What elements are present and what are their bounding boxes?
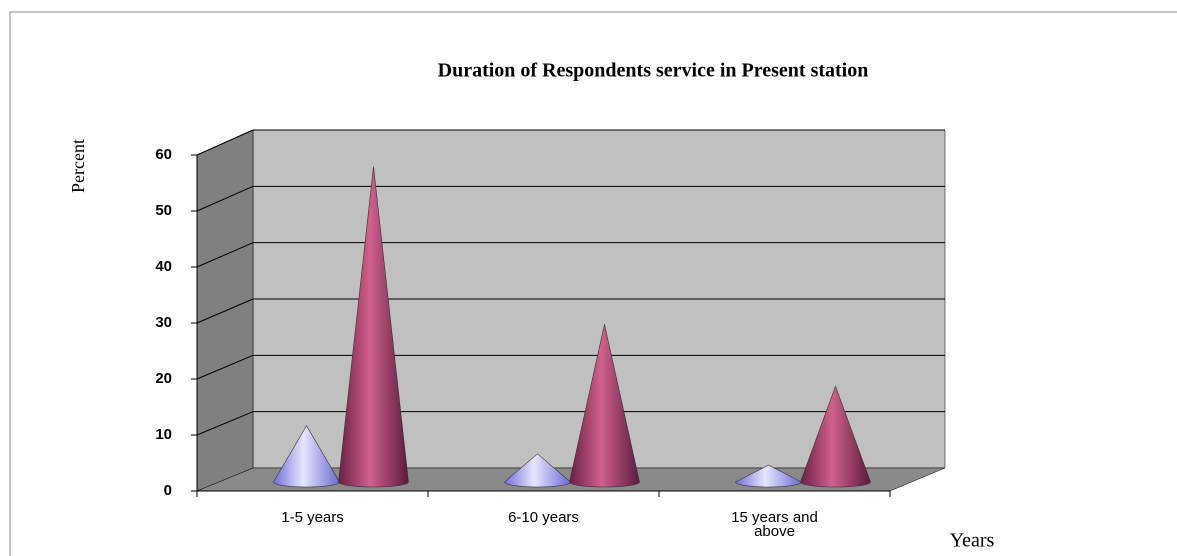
grid-line [196,411,254,436]
y-tick-label: 50 [155,202,172,219]
grid-line [196,298,254,324]
grid-line [196,242,254,268]
grid-line [196,354,254,380]
y-axis-label: Percent [68,139,88,193]
grid-line [196,185,254,212]
y-tick-label: 0 [164,482,172,499]
x-tick-label: 1-5 years [281,509,344,526]
cone [338,166,409,488]
x-tick-label: 6-10 years [508,509,579,526]
chart-title: Duration of Respondents service in Prese… [438,60,869,82]
y-tick-label: 20 [155,370,172,387]
y-tick-label: 40 [155,258,172,275]
y-tick-label: 60 [155,146,172,163]
x-axis-label: Years [950,530,995,552]
grid-line [196,129,254,156]
frame [9,11,1177,556]
cone [569,324,640,488]
x-tick-label: 15 years and above [731,509,818,540]
cone-body [569,324,640,488]
cone-body [800,385,871,488]
y-tick-label: 30 [155,314,172,331]
cone [800,385,871,488]
y-tick-label: 10 [155,426,172,443]
cone-body [338,166,409,488]
